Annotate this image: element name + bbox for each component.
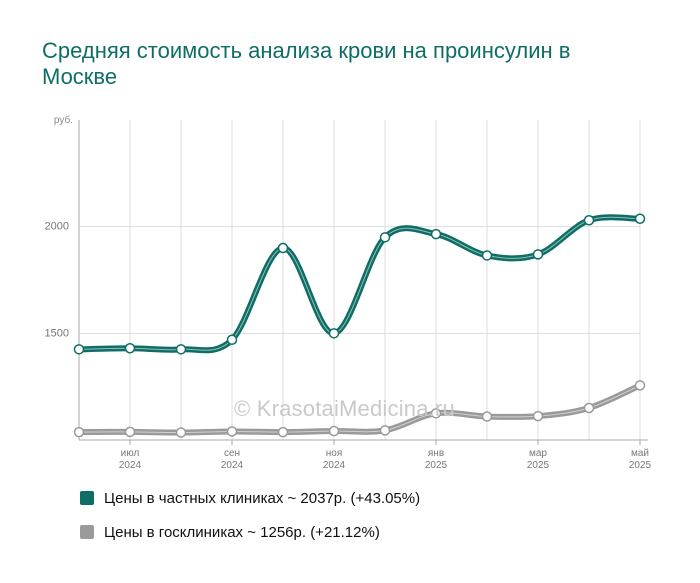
legend-swatch-public	[80, 525, 94, 539]
y-axis-unit-label: руб.	[54, 114, 73, 126]
data-point-private	[532, 249, 544, 260]
data-point-private	[175, 344, 187, 355]
x-tick-label-year: 2024	[221, 460, 244, 471]
x-tick-label-month: ноя	[326, 448, 343, 459]
data-point-private	[226, 334, 238, 345]
legend: Цены в частных клиниках ~ 2037р. (+43.05…	[80, 488, 420, 556]
x-tick-label-month: июл	[121, 448, 140, 459]
line-chart: 15002000руб.июл2024сен2024ноя2024янв2025…	[45, 114, 652, 471]
data-point-public	[532, 410, 544, 422]
data-point-public	[226, 426, 238, 437]
legend-label-private: Цены в частных клиниках ~ 2037р. (+43.05…	[104, 489, 421, 507]
x-tick-label-year: 2025	[527, 460, 550, 471]
data-point-public	[634, 380, 646, 391]
y-tick-label: 1500	[45, 327, 69, 339]
data-point-private	[481, 250, 493, 261]
data-point-private	[634, 213, 646, 225]
chart-title: Средняя стоимость анализа крови на проин…	[42, 38, 571, 89]
legend-item-private[interactable]: Цены в частных клиниках ~ 2037р. (+43.05…	[80, 488, 420, 508]
series-line-private	[76, 214, 643, 354]
legend-item-public[interactable]: Цены в госклиниках ~ 1256р. (+21.12%)	[80, 522, 420, 542]
watermark: © KrasotaiMedicina.ru	[234, 396, 455, 421]
data-point-private	[124, 343, 136, 354]
data-point-public	[175, 427, 187, 438]
x-tick-label-month: сен	[224, 448, 240, 459]
data-point-private	[328, 328, 340, 339]
data-point-private	[277, 242, 289, 254]
x-tick-label-year: 2024	[119, 460, 142, 471]
legend-swatch-private	[80, 491, 94, 505]
data-point-private	[430, 228, 442, 240]
y-tick-label: 2000	[45, 221, 69, 233]
x-tick-label-year: 2024	[323, 460, 346, 471]
data-point-public	[328, 425, 340, 437]
data-point-public	[73, 426, 85, 438]
data-point-public	[379, 425, 391, 436]
x-tick-label-year: 2025	[629, 460, 652, 471]
legend-label-public: Цены в госклиниках ~ 1256р. (+21.12%)	[104, 523, 380, 541]
x-tick-label-year: 2025	[425, 460, 448, 471]
data-point-public	[277, 426, 289, 438]
data-point-private	[583, 215, 595, 226]
x-tick-label-month: май	[631, 448, 649, 459]
data-point-private	[73, 344, 85, 355]
data-point-public	[124, 426, 136, 438]
x-tick-label-month: мар	[529, 448, 547, 459]
data-point-public	[430, 408, 442, 419]
data-point-public	[583, 402, 595, 414]
data-point-private	[379, 232, 391, 243]
x-tick-label-month: янв	[428, 448, 444, 459]
data-point-public	[481, 411, 493, 422]
